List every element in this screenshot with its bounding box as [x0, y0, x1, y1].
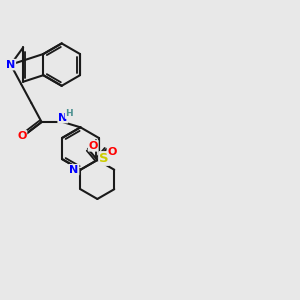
- Text: N: N: [58, 112, 68, 123]
- Text: S: S: [99, 152, 109, 165]
- Text: N: N: [6, 60, 15, 70]
- Text: O: O: [17, 131, 27, 141]
- Text: N: N: [69, 165, 79, 175]
- Text: H: H: [65, 109, 73, 118]
- Text: O: O: [88, 141, 98, 151]
- Text: O: O: [107, 147, 117, 157]
